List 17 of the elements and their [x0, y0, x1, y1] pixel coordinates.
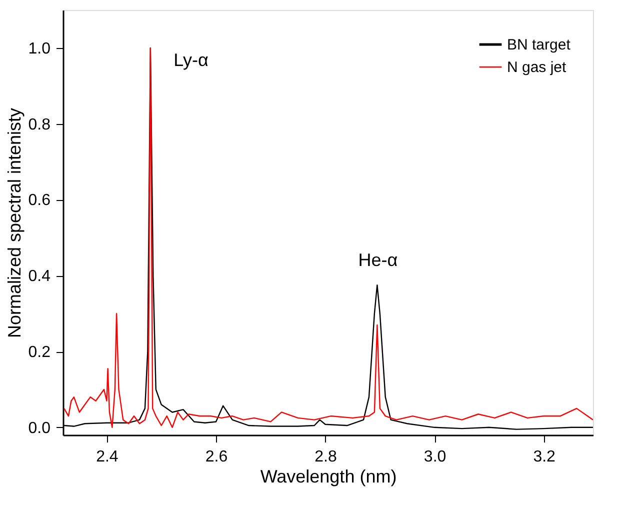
- x-tick-label: 2.6: [205, 448, 228, 466]
- x-tick-label: 2.8: [314, 448, 337, 466]
- legend-label: BN target: [507, 36, 572, 54]
- y-tick-label: 0.2: [28, 344, 51, 362]
- y-tick-label: 0.6: [28, 192, 51, 210]
- x-tick-label: 3.0: [424, 448, 446, 466]
- x-tick-label: 3.2: [533, 448, 556, 466]
- annotation: Ly-α: [174, 50, 208, 70]
- x-tick-label: 2.4: [96, 448, 118, 466]
- y-axis-title: Normalized spectral intenisty: [4, 108, 24, 338]
- y-tick-label: 1.0: [28, 40, 51, 58]
- x-axis-title: Wavelength (nm): [260, 466, 397, 486]
- y-tick-label: 0.0: [28, 420, 51, 437]
- legend-label: N gas jet: [507, 59, 568, 76]
- y-tick-label: 0.4: [28, 268, 51, 286]
- annotation: He-α: [358, 250, 398, 270]
- y-tick-label: 0.8: [28, 116, 51, 134]
